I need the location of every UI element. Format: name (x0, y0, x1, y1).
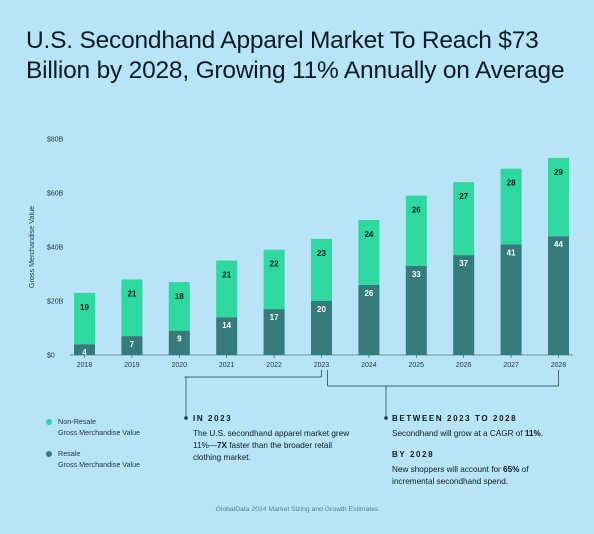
x-tick-label: 2027 (503, 362, 519, 369)
bar-non-resale (500, 168, 522, 245)
x-tick-label: 2025 (409, 362, 425, 369)
legend-sublabel: Gross Merchandise Value (58, 428, 141, 437)
y-tick-label: $40B (47, 245, 64, 252)
y-axis-label: Gross Merchandise Value (27, 206, 36, 288)
y-tick-label: $20B (47, 299, 64, 306)
bar-value-label: 26 (412, 206, 421, 215)
bar-non-resale (74, 292, 95, 345)
bar-non-resale (358, 220, 380, 285)
resale-swatch (46, 451, 52, 457)
x-tick-label: 2024 (361, 362, 377, 369)
non-resale-swatch (46, 419, 52, 425)
bar-value-label: 20 (317, 305, 326, 314)
bar-resale (263, 309, 285, 355)
bar-resale (548, 236, 569, 355)
bar-value-label: 14 (222, 321, 231, 330)
bar-value-label: 24 (364, 230, 373, 239)
bar-resale (121, 336, 143, 355)
bar-non-resale (168, 282, 190, 331)
bar-value-label: 27 (459, 192, 468, 201)
x-tick-label: 2020 (172, 362, 188, 369)
x-tick-label: 2028 (551, 362, 567, 369)
bar-value-label: 33 (412, 270, 421, 279)
bracket-2023-dot (184, 416, 188, 420)
legend-item-non-resale: Non-Resale Gross Merchandise Value (46, 416, 140, 438)
bar-resale (311, 301, 332, 355)
y-tick-label: $0 (47, 353, 55, 360)
bar-value-label: 4 (82, 348, 87, 357)
bar-resale (74, 344, 95, 355)
bar-value-label: 22 (270, 260, 279, 269)
legend-label: Non-Resale (58, 417, 96, 426)
bar-non-resale (311, 238, 332, 301)
x-tick-label: 2018 (77, 362, 93, 369)
x-tick-label: 2021 (219, 362, 235, 369)
annotation-by-2028: BY 2028 New shoppers will account for 65… (392, 449, 572, 488)
bar-non-resale (453, 182, 475, 256)
bar-value-label: 26 (364, 289, 373, 298)
x-tick-label: 2019 (124, 362, 140, 369)
bar-resale (216, 317, 238, 355)
legend-item-resale: Resale Gross Merchandise Value (46, 448, 140, 470)
bar-value-label: 28 (507, 179, 516, 188)
chart-title: U.S. Secondhand Apparel Market To Reach … (26, 27, 565, 84)
y-tick-label: $80B (47, 137, 64, 144)
annotation-heading: BETWEEN 2023 TO 2028 (392, 414, 518, 423)
bar-value-label: 23 (317, 249, 326, 258)
annotation-heading: IN 2023 (193, 414, 233, 423)
bar-resale (168, 330, 190, 355)
bar-value-label: 37 (459, 259, 468, 268)
bar-resale (453, 255, 475, 355)
annotation-body: New shoppers will account for 65% of inc… (392, 465, 529, 486)
bracket-range-dot (384, 416, 388, 420)
x-tick-label: 2023 (314, 362, 330, 369)
legend-label: Resale (58, 449, 81, 458)
bar-non-resale (263, 249, 285, 310)
legend-sublabel: Gross Merchandise Value (58, 460, 141, 469)
bar-value-label: 41 (507, 248, 516, 257)
bar-value-label: 44 (554, 240, 563, 249)
x-tick-label: 2026 (456, 362, 472, 369)
annotation-in-2023: IN 2023 The U.S. secondhand apparel mark… (193, 413, 358, 464)
bar-resale (358, 284, 380, 355)
annotation-body: Secondhand will grow at a CAGR of 11%. (392, 429, 544, 438)
bar-resale (500, 244, 522, 355)
annotation-body: The U.S. secondhand apparel market grew … (193, 429, 350, 462)
x-tick-label: 2022 (266, 362, 282, 369)
y-tick-label: $60B (47, 191, 64, 198)
bar-value-label: 21 (222, 271, 231, 280)
bar-value-label: 29 (554, 168, 563, 177)
bar-value-label: 9 (177, 335, 182, 344)
bar-non-resale (216, 260, 238, 318)
annotation-between-2023-2028: BETWEEN 2023 TO 2028 Secondhand will gro… (392, 413, 572, 440)
bar-value-label: 17 (270, 313, 279, 322)
bar-non-resale (405, 195, 427, 266)
bar-non-resale (548, 157, 569, 237)
bar-value-label: 21 (127, 289, 136, 298)
bar-value-label: 18 (175, 292, 184, 301)
bar-value-label: 7 (130, 340, 135, 349)
source-note: GlobalData 2024 Market Sizing and Growth… (215, 506, 379, 513)
bar-resale (405, 265, 427, 355)
bar-value-label: 19 (80, 303, 89, 312)
annotation-heading: BY 2028 (392, 450, 435, 459)
bar-non-resale (121, 279, 143, 337)
